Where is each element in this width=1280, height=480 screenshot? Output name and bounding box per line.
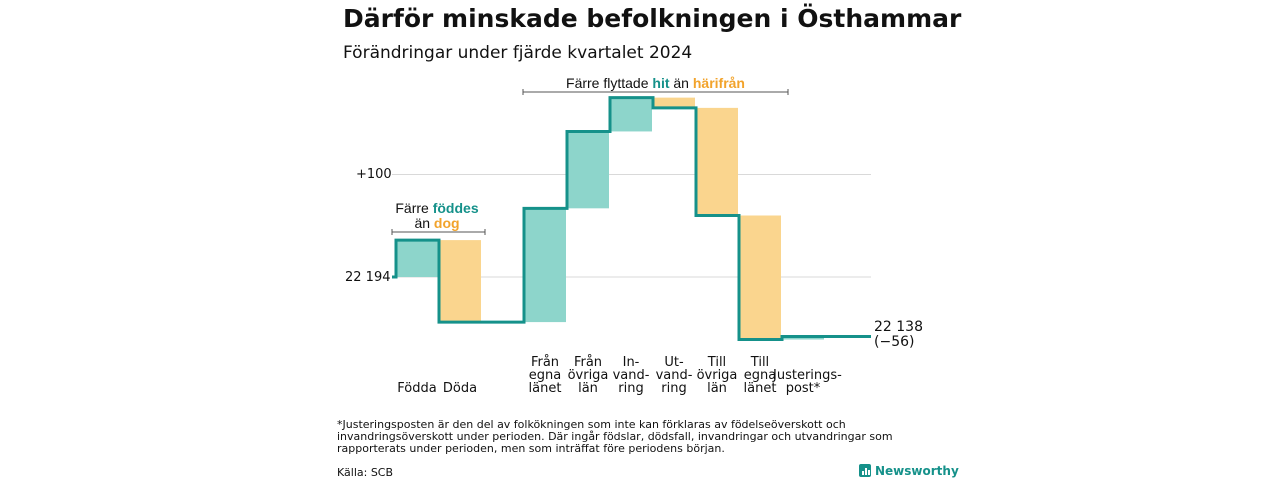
migration-ann-in: hit <box>652 75 670 91</box>
migration-ann-out: härifrån <box>692 75 745 91</box>
category-label: Födda <box>397 381 437 396</box>
category-label: In- vand- ring <box>612 355 650 396</box>
category-label: Till övriga län <box>696 355 738 396</box>
chart-title: Därför minskade befolkningen i Östhammar <box>343 4 962 33</box>
category-label: Till egna länet <box>743 355 777 396</box>
bar-1 <box>439 240 481 323</box>
category-label: Justerings- post* <box>773 368 842 396</box>
newsworthy-logo-icon <box>859 464 871 477</box>
category-label: Döda <box>442 381 478 396</box>
y-tick-start: 22 194 <box>345 270 391 285</box>
natural-ann-births: föddes <box>432 200 479 216</box>
source: Källa: SCB <box>337 466 394 479</box>
footnote: *Justeringsposten är den del av folkökni… <box>337 418 893 455</box>
natural-ann-prefix2: än <box>414 215 434 231</box>
chart-subtitle: Förändringar under fjärde kvartalet 2024 <box>343 43 693 63</box>
bar-3 <box>567 131 609 209</box>
category-label: Från egna länet <box>528 355 562 396</box>
bar-5 <box>653 97 695 108</box>
bar-7 <box>739 215 781 340</box>
end-value-label: 22 138 (−56) <box>874 319 923 350</box>
migration-annotation: Färre flyttade hit än härifrån <box>523 76 788 91</box>
migration-ann-middle: än <box>669 75 693 91</box>
category-label: Från övriga län <box>567 355 609 396</box>
bar-6 <box>696 107 738 216</box>
bar-0 <box>396 240 438 277</box>
natural-ann-deaths: dog <box>433 215 460 231</box>
brand: Newsworthy <box>859 464 959 478</box>
cumulative-step-line <box>392 96 871 342</box>
y-tick-plus100: +100 <box>356 167 392 182</box>
category-label: Ut- vand- ring <box>655 355 693 396</box>
natural-ann-prefix1: Färre <box>395 200 433 216</box>
bar-2 <box>524 208 566 323</box>
bar-8 <box>782 336 824 340</box>
brand-name: Newsworthy <box>875 464 959 478</box>
migration-ann-prefix: Färre flyttade <box>566 75 653 91</box>
bar-4 <box>610 97 652 132</box>
natural-change-annotation: Färre föddes än dog <box>392 201 482 231</box>
